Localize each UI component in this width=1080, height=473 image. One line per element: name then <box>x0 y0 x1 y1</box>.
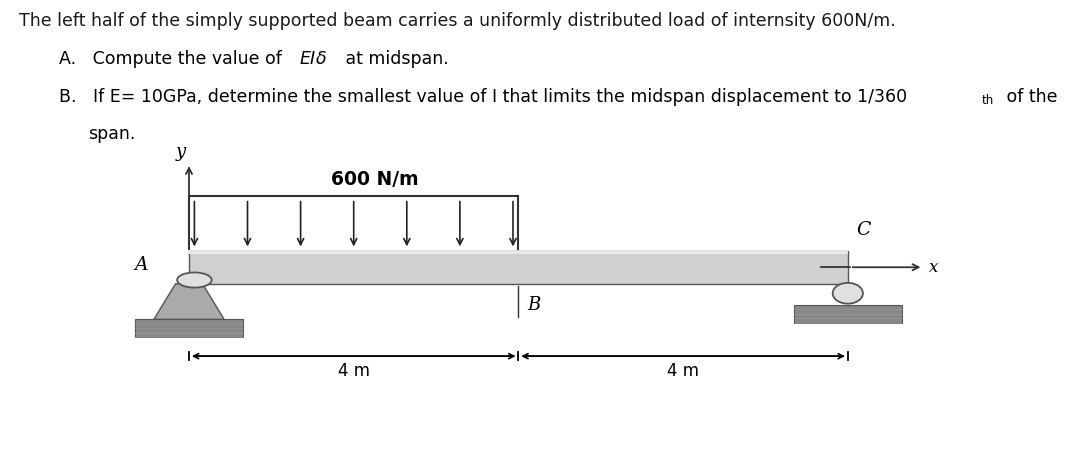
Text: of the: of the <box>1001 88 1057 105</box>
Text: $EI\delta$: $EI\delta$ <box>299 50 327 68</box>
Text: The left half of the simply supported beam carries a uniformly distributed load : The left half of the simply supported be… <box>19 12 896 30</box>
Text: at midspan.: at midspan. <box>340 50 449 68</box>
Text: 600 N/m: 600 N/m <box>332 170 419 189</box>
Circle shape <box>177 272 212 288</box>
Bar <box>135 319 243 337</box>
Text: A.   Compute the value of: A. Compute the value of <box>59 50 287 68</box>
Bar <box>189 251 848 284</box>
Text: C: C <box>856 221 870 239</box>
Text: span.: span. <box>89 125 136 143</box>
Text: B: B <box>527 296 540 314</box>
Polygon shape <box>153 284 225 319</box>
Text: B.   If E= 10GPa, determine the smallest value of I that limits the midspan disp: B. If E= 10GPa, determine the smallest v… <box>59 88 907 105</box>
Bar <box>189 251 848 254</box>
Bar <box>794 305 902 323</box>
Text: 4 m: 4 m <box>667 362 699 380</box>
Text: 4 m: 4 m <box>338 362 369 380</box>
Ellipse shape <box>833 283 863 304</box>
Text: x: x <box>929 259 939 276</box>
Text: y: y <box>175 143 186 161</box>
Text: th: th <box>982 94 994 106</box>
Text: A: A <box>134 256 148 274</box>
